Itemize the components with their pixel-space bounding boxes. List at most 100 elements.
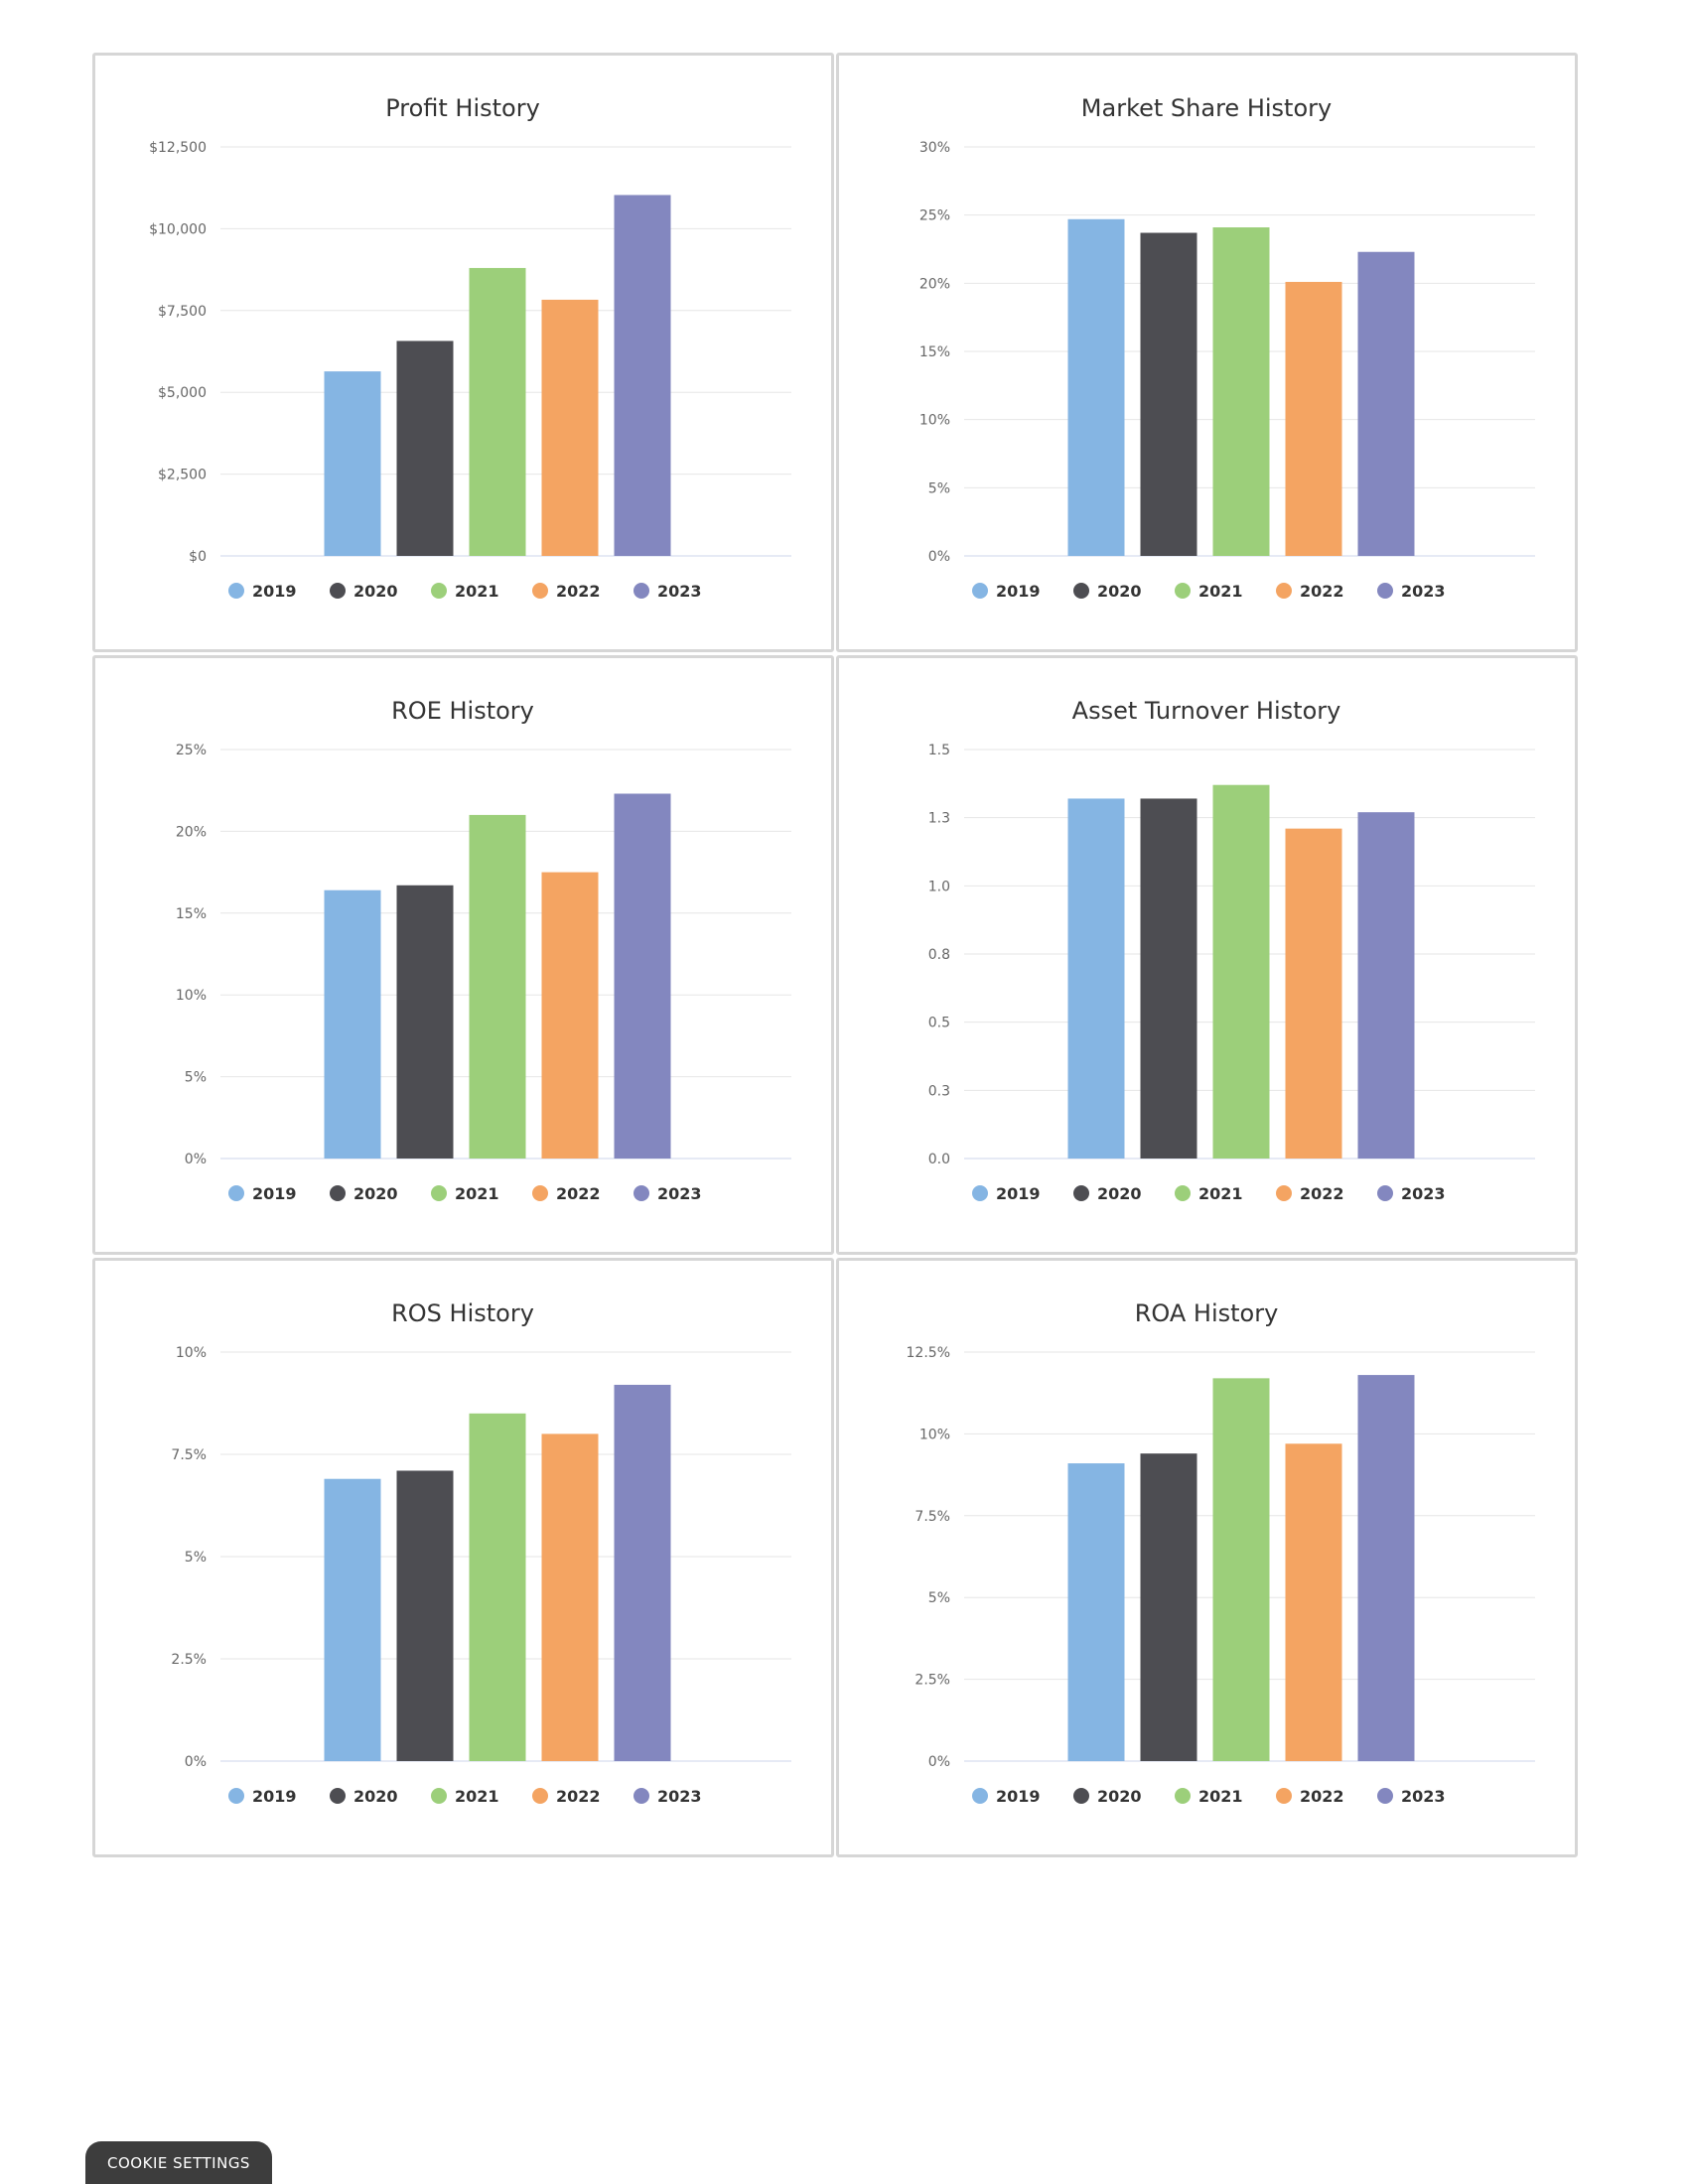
bar-2019 (1067, 1463, 1125, 1761)
legend-item-2019: 2019 (252, 582, 297, 601)
legend-marker (1073, 1185, 1089, 1201)
legend-item-2019: 2019 (252, 1184, 297, 1203)
legend-marker (972, 1788, 988, 1804)
bar-2021 (1212, 1378, 1270, 1761)
y-tick-label: 1.0 (928, 879, 950, 894)
y-tick-label: $5,000 (158, 385, 207, 401)
y-tick-label: 10% (919, 1427, 950, 1442)
y-tick-label: 15% (176, 906, 207, 922)
legend-marker (532, 1788, 548, 1804)
bar-2023 (1357, 1375, 1415, 1761)
bar-2020 (1140, 798, 1197, 1159)
y-tick-label: 25% (176, 743, 207, 758)
legend-item-2022: 2022 (1300, 1184, 1344, 1203)
legend-marker (1073, 583, 1089, 599)
bar-2022 (541, 872, 599, 1159)
y-tick-label: 0.8 (928, 947, 950, 963)
legend-marker (431, 583, 447, 599)
legend-marker (1175, 1185, 1191, 1201)
legend-marker (633, 583, 649, 599)
bar-2023 (614, 1384, 671, 1761)
y-tick-label: 30% (919, 140, 950, 156)
bar-2019 (1067, 798, 1125, 1159)
y-tick-label: 0% (928, 549, 950, 565)
legend-item-2022: 2022 (556, 582, 601, 601)
legend-item-2021: 2021 (1198, 1184, 1243, 1203)
bar-2022 (1285, 828, 1342, 1159)
y-tick-label: 10% (919, 413, 950, 429)
legend-item-2023: 2023 (657, 582, 702, 601)
legend-marker (633, 1185, 649, 1201)
legend-marker (1377, 1788, 1393, 1804)
bar-2020 (396, 341, 454, 556)
bar-2020 (396, 885, 454, 1159)
legend-item-2023: 2023 (657, 1787, 702, 1806)
legend-item-2019: 2019 (996, 582, 1041, 601)
bar-chart: ROS History 0% 2.5% 5% 7.5% 10% 2019 2020 2021 20… (171, 1299, 791, 1806)
legend-item-2019: 2019 (996, 1787, 1041, 1806)
bar-2023 (1357, 251, 1415, 556)
y-tick-label: $10,000 (149, 221, 207, 237)
chart-title: Market Share History (1081, 94, 1332, 122)
y-tick-label: 15% (919, 344, 950, 360)
legend-marker (431, 1788, 447, 1804)
legend-marker (1276, 583, 1292, 599)
legend-item-2021: 2021 (455, 1787, 499, 1806)
chart-panel: Market Share History 0% 5% 10% 15% 20% 25% 30% 2… (836, 53, 1578, 652)
y-tick-label: 1.3 (928, 811, 950, 827)
bar-2021 (469, 1413, 526, 1761)
legend-marker (330, 583, 346, 599)
bar-chart: Profit History $0 $2,500 $5,000 $7,500 $10,00… (149, 94, 791, 601)
legend-item-2021: 2021 (455, 1184, 499, 1203)
y-tick-label: $7,500 (158, 304, 207, 320)
legend-item-2022: 2022 (556, 1184, 601, 1203)
bar-2021 (1212, 227, 1270, 556)
legend-item-2021: 2021 (1198, 1787, 1243, 1806)
legend-item-2019: 2019 (252, 1787, 297, 1806)
legend-marker (1377, 583, 1393, 599)
bar-chart: Market Share History 0% 5% 10% 15% 20% 25% 30% 2… (919, 94, 1535, 601)
bar-2021 (469, 814, 526, 1159)
legend-item-2022: 2022 (556, 1787, 601, 1806)
legend-marker (228, 583, 244, 599)
cookie-settings-button[interactable]: COOKIE SETTINGS (85, 2141, 272, 2184)
legend-marker (228, 1788, 244, 1804)
legend-item-2022: 2022 (1300, 582, 1344, 601)
y-tick-label: 20% (176, 824, 207, 840)
legend-marker (330, 1185, 346, 1201)
chart-title: Profit History (385, 94, 540, 122)
bar-chart: ROA History 0% 2.5% 5% 7.5% 10% 12.5% 2019 2020 2… (907, 1299, 1535, 1806)
y-tick-label: 2.5% (914, 1673, 950, 1689)
y-tick-label: 1.5 (928, 743, 950, 758)
legend-marker (633, 1788, 649, 1804)
y-tick-label: 5% (928, 480, 950, 496)
y-tick-label: 5% (928, 1590, 950, 1606)
chart-title: Asset Turnover History (1072, 697, 1341, 725)
legend-item-2020: 2020 (353, 1184, 398, 1203)
legend-marker (228, 1185, 244, 1201)
y-tick-label: 12.5% (907, 1345, 950, 1361)
legend-item-2020: 2020 (1097, 582, 1142, 601)
bar-2021 (1212, 784, 1270, 1159)
y-tick-label: 20% (919, 276, 950, 292)
bar-2022 (1285, 281, 1342, 556)
legend-item-2021: 2021 (1198, 582, 1243, 601)
bar-2019 (324, 889, 381, 1159)
charts-grid: Profit History $0 $2,500 $5,000 $7,500 $10,00… (92, 53, 1578, 1857)
legend-marker (532, 1185, 548, 1201)
bar-2021 (469, 267, 526, 556)
chart-title: ROE History (391, 697, 534, 725)
chart-title: ROA History (1135, 1299, 1279, 1327)
legend-marker (1073, 1788, 1089, 1804)
legend-item-2020: 2020 (353, 582, 398, 601)
y-tick-label: 0% (185, 1754, 207, 1770)
chart-title: ROS History (391, 1299, 534, 1327)
legend-marker (1377, 1185, 1393, 1201)
y-tick-label: 25% (919, 208, 950, 224)
legend-marker (1276, 1788, 1292, 1804)
chart-panel: ROS History 0% 2.5% 5% 7.5% 10% 2019 2020 2021 20… (92, 1258, 834, 1857)
y-tick-label: 0% (185, 1152, 207, 1167)
y-tick-label: 2.5% (171, 1652, 207, 1668)
y-tick-label: 7.5% (171, 1447, 207, 1463)
y-tick-label: 0.3 (928, 1083, 950, 1099)
